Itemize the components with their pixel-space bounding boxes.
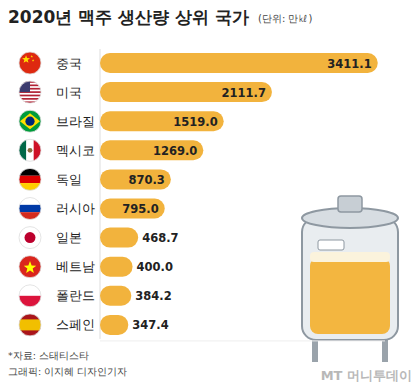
flag bbox=[19, 198, 41, 220]
flag bbox=[19, 110, 41, 132]
data-label: 400.0 bbox=[137, 260, 173, 274]
bar bbox=[100, 53, 378, 73]
flag-border bbox=[19, 110, 41, 132]
flag-part bbox=[19, 110, 41, 132]
flag-part bbox=[19, 256, 41, 278]
flag-part bbox=[19, 81, 41, 103]
flag bbox=[19, 285, 41, 307]
flag-border bbox=[19, 168, 41, 190]
flag bbox=[19, 52, 41, 74]
data-label: 468.7 bbox=[142, 231, 178, 245]
source-note: *자료: 스태티스타 bbox=[8, 350, 89, 361]
source-note: 그래픽: 이지혜 디자인기자 bbox=[8, 366, 127, 377]
tank-valve bbox=[338, 196, 362, 212]
data-label: 2111.7 bbox=[222, 86, 266, 100]
chart-root: 2020년 맥주 생산량 상위 국가 (단위: 만㎘) 3411.1 2111.7 15… bbox=[0, 0, 420, 387]
chart-svg: 2020년 맥주 생산량 상위 국가 (단위: 만㎘) 3411.1 2111.7 15… bbox=[0, 0, 420, 387]
flag-part bbox=[19, 52, 41, 74]
flag-border bbox=[19, 198, 41, 220]
tank-foam bbox=[310, 252, 390, 262]
data-label: 347.4 bbox=[132, 318, 168, 332]
bar bbox=[100, 228, 138, 248]
flag-part bbox=[19, 176, 41, 183]
title: 2020년 맥주 생산량 상위 국가 bbox=[8, 7, 249, 27]
flag-part bbox=[19, 319, 41, 330]
data-labels: 3411.1 2111.7 1519.0 1269.0 870.3 795.0 468.7 4… bbox=[122, 57, 371, 333]
tank-body bbox=[302, 218, 398, 340]
flag-border bbox=[19, 139, 41, 161]
tank-beer bbox=[310, 258, 390, 334]
flag-star bbox=[31, 55, 34, 57]
bar bbox=[100, 315, 128, 335]
flag-star bbox=[24, 261, 37, 273]
bar bbox=[100, 286, 131, 306]
flag-part bbox=[19, 205, 41, 212]
flag-border bbox=[19, 81, 41, 103]
bar bbox=[100, 82, 272, 102]
category-label: 일본 bbox=[56, 230, 82, 245]
flag-border bbox=[19, 314, 41, 336]
flag-part bbox=[19, 296, 41, 307]
bar bbox=[100, 140, 203, 160]
flag-part bbox=[19, 227, 41, 249]
watermark: MT 머니투데이 bbox=[321, 368, 412, 383]
data-label: 795.0 bbox=[122, 202, 158, 216]
bars bbox=[100, 53, 378, 335]
flag-border bbox=[19, 285, 41, 307]
data-label: 1519.0 bbox=[173, 115, 217, 129]
flag-star bbox=[22, 55, 30, 63]
category-label: 독일 bbox=[56, 172, 82, 187]
data-label: 1269.0 bbox=[153, 144, 197, 158]
flag bbox=[19, 168, 41, 190]
flag-part bbox=[26, 139, 33, 161]
tank-illustration bbox=[302, 196, 398, 362]
category-label: 중국 bbox=[56, 56, 82, 71]
bar bbox=[100, 169, 171, 189]
flag-part bbox=[19, 285, 41, 296]
category-label: 미국 bbox=[56, 85, 82, 100]
flag-part bbox=[19, 95, 41, 97]
data-label: 384.2 bbox=[135, 289, 171, 303]
flag-part bbox=[20, 113, 40, 129]
flag-part bbox=[19, 314, 41, 336]
bar bbox=[100, 199, 165, 219]
axis-range-line bbox=[100, 340, 385, 341]
category-label: 브라질 bbox=[56, 114, 95, 129]
flag-part bbox=[28, 148, 33, 153]
flag-border bbox=[19, 227, 41, 249]
category-label: 폴란드 bbox=[56, 288, 95, 303]
category-labels: 중국미국브라질멕시코독일러시아일본베트남폴란드스페인 bbox=[56, 56, 95, 333]
category-label: 베트남 bbox=[56, 259, 95, 274]
flag-star bbox=[32, 59, 35, 61]
tank-window bbox=[318, 240, 344, 250]
bar bbox=[100, 257, 133, 277]
bar bbox=[100, 111, 224, 131]
flag-part bbox=[25, 232, 36, 243]
data-label: 870.3 bbox=[128, 173, 164, 187]
category-label: 러시아 bbox=[56, 201, 95, 216]
flag-border bbox=[19, 52, 41, 74]
flag bbox=[19, 81, 41, 103]
flag-border bbox=[19, 256, 41, 278]
flag bbox=[19, 139, 41, 161]
flag-part bbox=[25, 117, 34, 126]
category-label: 멕시코 bbox=[56, 143, 95, 158]
subtitle: (단위: 만㎘) bbox=[258, 13, 312, 24]
flag bbox=[19, 256, 41, 278]
data-label: 3411.1 bbox=[327, 57, 371, 71]
flag bbox=[19, 314, 41, 336]
flag bbox=[19, 227, 41, 249]
category-label: 스페인 bbox=[56, 317, 95, 332]
